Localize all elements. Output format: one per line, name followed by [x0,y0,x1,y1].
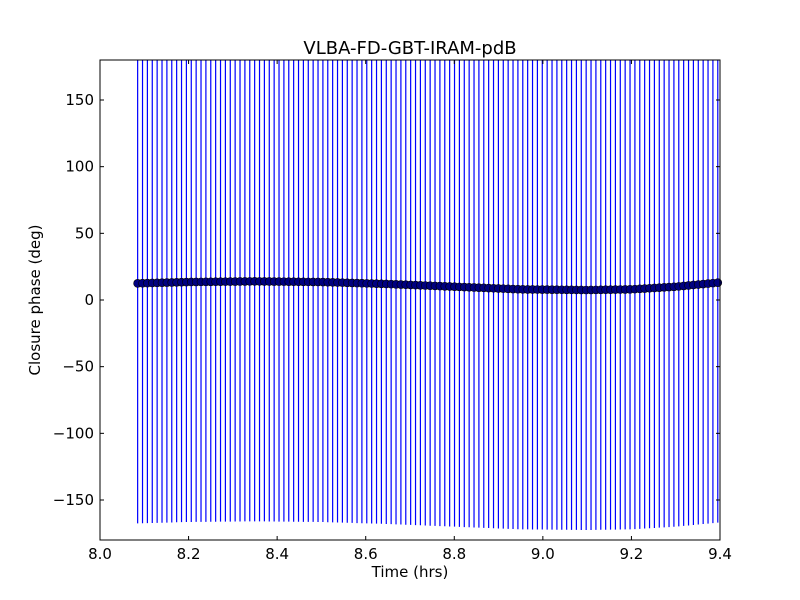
x-axis-label: Time (hrs) [371,563,449,581]
y-axis-label: Closure phase (deg) [26,225,44,376]
y-axis-ticks: −150 −100 −50 0 50 100 150 [53,91,720,509]
x-tick-label: 8.8 [442,545,466,563]
x-tick-label: 8.6 [354,545,378,563]
y-tick-label: −150 [53,491,94,509]
errorbar-group [137,60,719,530]
y-tick-label: 50 [75,224,94,242]
y-tick-label: 0 [84,291,94,309]
x-axis-ticks: 8.0 8.2 8.4 8.6 8.8 9.0 9.2 9.4 [88,60,732,563]
marker-group [133,277,723,295]
y-tick-label: −100 [53,424,94,442]
x-tick-label: 8.4 [265,545,289,563]
x-tick-label: 9.4 [708,545,732,563]
x-tick-label: 9.2 [619,545,643,563]
x-tick-label: 8.0 [88,545,112,563]
data-point [713,278,723,287]
x-tick-label: 9.0 [531,545,555,563]
y-tick-label: 100 [65,158,94,176]
y-tick-label: −50 [62,358,94,376]
x-tick-label: 8.2 [177,545,201,563]
chart-title: VLBA-FD-GBT-IRAM-pdB [303,38,516,59]
y-tick-label: 150 [65,91,94,109]
plot-area-frame [99,59,721,541]
